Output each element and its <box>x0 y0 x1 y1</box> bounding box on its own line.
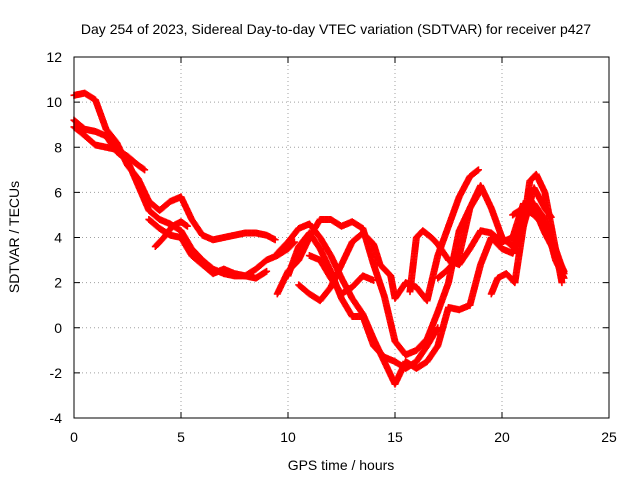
y-tick-label: 0 <box>54 320 62 336</box>
y-tick-label: 2 <box>54 275 62 291</box>
data-point <box>290 238 298 246</box>
y-tick-label: 8 <box>54 139 62 155</box>
y-tick-label: -2 <box>50 365 63 381</box>
series-track-3 <box>70 123 149 174</box>
series-track-1 <box>70 89 279 244</box>
y-tick-label: -4 <box>50 410 63 426</box>
y-tick-label: 6 <box>54 184 62 200</box>
series-track-4 <box>145 215 271 282</box>
data-point <box>474 166 482 174</box>
x-tick-label: 5 <box>177 429 185 445</box>
y-axis-label: SDTVAR / TECUs <box>6 181 22 293</box>
axis-ticks: 0 5 10 15 20 25 -4 -2 0 2 4 6 8 10 12 <box>46 49 617 445</box>
chart-title: Day 254 of 2023, Sidereal Day-to-day VTE… <box>81 21 591 37</box>
data-point <box>558 279 566 287</box>
x-tick-label: 25 <box>601 429 617 445</box>
y-tick-label: 10 <box>46 94 62 110</box>
data-point <box>560 270 568 278</box>
y-tick-label: 4 <box>54 230 62 246</box>
series-track-15 <box>509 204 568 278</box>
x-axis-label: GPS time / hours <box>288 457 395 473</box>
data-point <box>290 239 298 247</box>
data-point <box>473 167 481 175</box>
y-tick-label: 12 <box>46 49 62 65</box>
data-point <box>141 166 149 174</box>
data-point <box>434 324 442 332</box>
x-tick-label: 15 <box>387 429 403 445</box>
data-point <box>370 276 378 284</box>
data-points <box>70 89 568 388</box>
series-track-9 <box>295 166 482 305</box>
x-tick-label: 10 <box>280 429 296 445</box>
x-tick-label: 0 <box>70 429 78 445</box>
data-point <box>263 267 271 275</box>
series-track-10 <box>305 252 378 298</box>
series-track-2 <box>70 116 298 280</box>
series-track-5 <box>151 218 191 251</box>
data-point <box>183 222 191 230</box>
x-tick-label: 20 <box>494 429 510 445</box>
grid <box>74 57 609 418</box>
data-point <box>271 236 279 244</box>
